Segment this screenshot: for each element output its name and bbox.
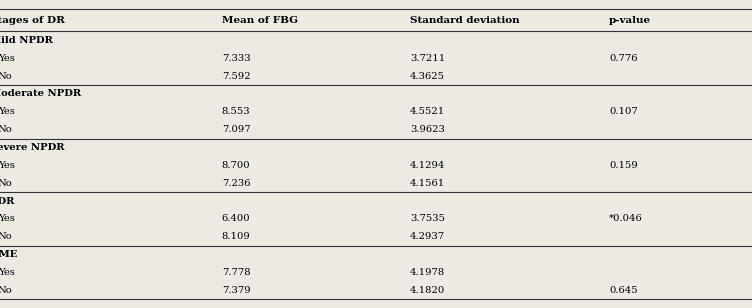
- Text: 7.333: 7.333: [222, 54, 250, 63]
- Text: 4.2937: 4.2937: [410, 232, 445, 241]
- Text: 4.3625: 4.3625: [410, 71, 445, 81]
- Text: No: No: [0, 232, 13, 241]
- Text: 0.159: 0.159: [609, 161, 638, 170]
- Text: *0.046: *0.046: [609, 214, 643, 224]
- Text: 0.107: 0.107: [609, 107, 638, 116]
- Text: Yes: Yes: [0, 214, 14, 224]
- Text: No: No: [0, 125, 13, 134]
- Text: No: No: [0, 179, 13, 188]
- Text: p-value: p-value: [609, 16, 651, 25]
- Text: Severe NPDR: Severe NPDR: [0, 143, 65, 152]
- Text: Yes: Yes: [0, 161, 14, 170]
- Text: Mild NPDR: Mild NPDR: [0, 36, 53, 45]
- Text: 8.700: 8.700: [222, 161, 250, 170]
- Text: 4.1561: 4.1561: [410, 179, 445, 188]
- Text: Standard deviation: Standard deviation: [410, 16, 520, 25]
- Text: No: No: [0, 286, 13, 295]
- Text: 3.7535: 3.7535: [410, 214, 445, 224]
- Text: Yes: Yes: [0, 268, 14, 277]
- Text: 6.400: 6.400: [222, 214, 250, 224]
- Text: 7.379: 7.379: [222, 286, 250, 295]
- Text: 8.109: 8.109: [222, 232, 250, 241]
- Text: Stages of DR: Stages of DR: [0, 16, 65, 25]
- Text: 3.9623: 3.9623: [410, 125, 444, 134]
- Text: 4.5521: 4.5521: [410, 107, 445, 116]
- Text: Mean of FBG: Mean of FBG: [222, 16, 298, 25]
- Text: 7.778: 7.778: [222, 268, 250, 277]
- Text: No: No: [0, 71, 13, 81]
- Text: 4.1294: 4.1294: [410, 161, 445, 170]
- Text: 7.592: 7.592: [222, 71, 250, 81]
- Text: 4.1978: 4.1978: [410, 268, 445, 277]
- Text: DME: DME: [0, 250, 17, 259]
- Text: 8.553: 8.553: [222, 107, 250, 116]
- Text: PDR: PDR: [0, 197, 14, 206]
- Text: Yes: Yes: [0, 54, 14, 63]
- Text: 0.645: 0.645: [609, 286, 638, 295]
- Text: Moderate NPDR: Moderate NPDR: [0, 89, 81, 99]
- Text: 3.7211: 3.7211: [410, 54, 445, 63]
- Text: 7.097: 7.097: [222, 125, 250, 134]
- Text: 0.776: 0.776: [609, 54, 638, 63]
- Text: 7.236: 7.236: [222, 179, 250, 188]
- Text: 4.1820: 4.1820: [410, 286, 445, 295]
- Text: Yes: Yes: [0, 107, 14, 116]
